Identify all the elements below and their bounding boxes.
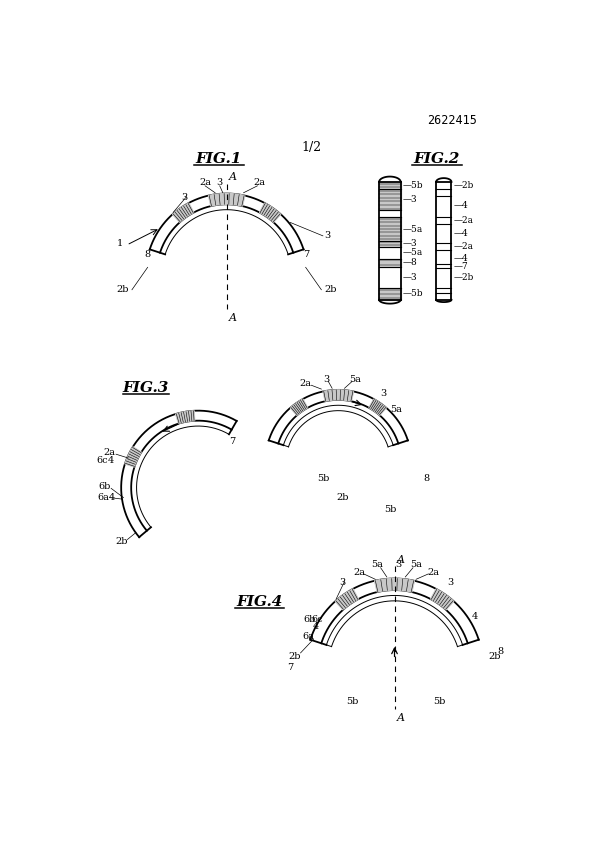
Text: 7: 7 [287,663,293,672]
Polygon shape [208,194,245,206]
Text: A: A [229,313,237,323]
Text: 5b: 5b [346,697,358,706]
Polygon shape [173,203,194,222]
Text: —5a: —5a [403,225,423,233]
Text: 3: 3 [217,178,223,188]
Polygon shape [125,447,142,467]
Text: —4: —4 [454,201,469,210]
Polygon shape [379,259,401,267]
Text: 3: 3 [323,374,330,384]
Polygon shape [379,217,401,241]
Text: 5b: 5b [385,504,397,514]
Text: 2a: 2a [199,178,211,188]
Text: FIG.2: FIG.2 [413,152,460,166]
Text: 2a: 2a [104,448,116,457]
Text: 2a: 2a [299,380,311,388]
Text: 6b: 6b [304,615,316,623]
Polygon shape [374,578,415,592]
Text: 4: 4 [108,456,115,465]
Text: 8: 8 [423,474,429,483]
Text: 7: 7 [303,250,310,259]
Text: 8: 8 [497,647,503,656]
Text: 6b: 6b [99,482,111,492]
Polygon shape [369,399,386,415]
Polygon shape [260,203,281,222]
Text: 6a: 6a [302,633,314,641]
Text: —5b: —5b [403,181,424,190]
Text: —2b: —2b [454,273,474,283]
Text: A: A [229,172,237,182]
Text: —5a: —5a [403,248,423,257]
Text: 2a: 2a [354,568,366,576]
Text: 8: 8 [144,250,150,259]
Text: 2b: 2b [325,285,337,295]
Text: 3: 3 [339,578,345,587]
Text: 4: 4 [472,612,478,621]
Text: 3: 3 [380,389,387,398]
Text: A: A [397,554,405,565]
Text: —2a: —2a [454,242,474,251]
Text: 2a: 2a [427,568,439,576]
Text: 2622415: 2622415 [427,114,477,127]
Text: —2b: —2b [454,181,474,190]
Text: 2b: 2b [488,651,501,661]
Text: 2b: 2b [336,493,349,502]
Polygon shape [290,399,308,415]
Polygon shape [323,390,353,402]
Text: —3: —3 [403,273,418,282]
Text: —5b: —5b [403,290,424,298]
Text: 1: 1 [116,239,123,248]
Text: 1/2: 1/2 [301,141,322,154]
Text: —7: —7 [454,261,469,271]
Text: 5a: 5a [391,405,403,413]
Text: FIG.1: FIG.1 [196,152,242,166]
Polygon shape [176,411,194,424]
Text: —4: —4 [454,254,469,263]
Polygon shape [379,288,401,300]
Polygon shape [379,241,401,247]
Text: 2a: 2a [253,178,265,188]
Polygon shape [379,182,401,189]
Text: 5b: 5b [317,474,329,483]
Text: 4: 4 [109,493,115,502]
Text: 3: 3 [447,578,453,587]
Text: 2b: 2b [115,537,127,546]
Text: FIG.3: FIG.3 [122,380,169,395]
Text: 6a: 6a [97,493,109,502]
Text: 3: 3 [181,193,187,202]
Polygon shape [431,589,454,610]
Text: —8: —8 [403,258,418,267]
Text: 5a: 5a [349,374,361,384]
Text: —3: —3 [403,195,418,204]
Text: 3: 3 [325,232,331,240]
Text: —2a: —2a [454,216,474,225]
Polygon shape [379,189,401,211]
Text: A: A [397,713,405,723]
Text: —3: —3 [403,239,418,248]
Text: 2b: 2b [116,285,129,295]
Text: 5a: 5a [410,560,422,569]
Text: 4: 4 [313,622,319,632]
Text: FIG.4: FIG.4 [236,594,283,609]
Text: 6c: 6c [312,615,323,623]
Text: 6c: 6c [97,456,108,465]
Text: 7: 7 [229,436,235,446]
Text: 2b: 2b [288,651,301,661]
Text: —4: —4 [454,229,469,239]
Text: 5a: 5a [371,560,383,569]
Text: 5b: 5b [433,697,445,706]
Text: 3: 3 [395,560,401,569]
Polygon shape [335,589,358,610]
